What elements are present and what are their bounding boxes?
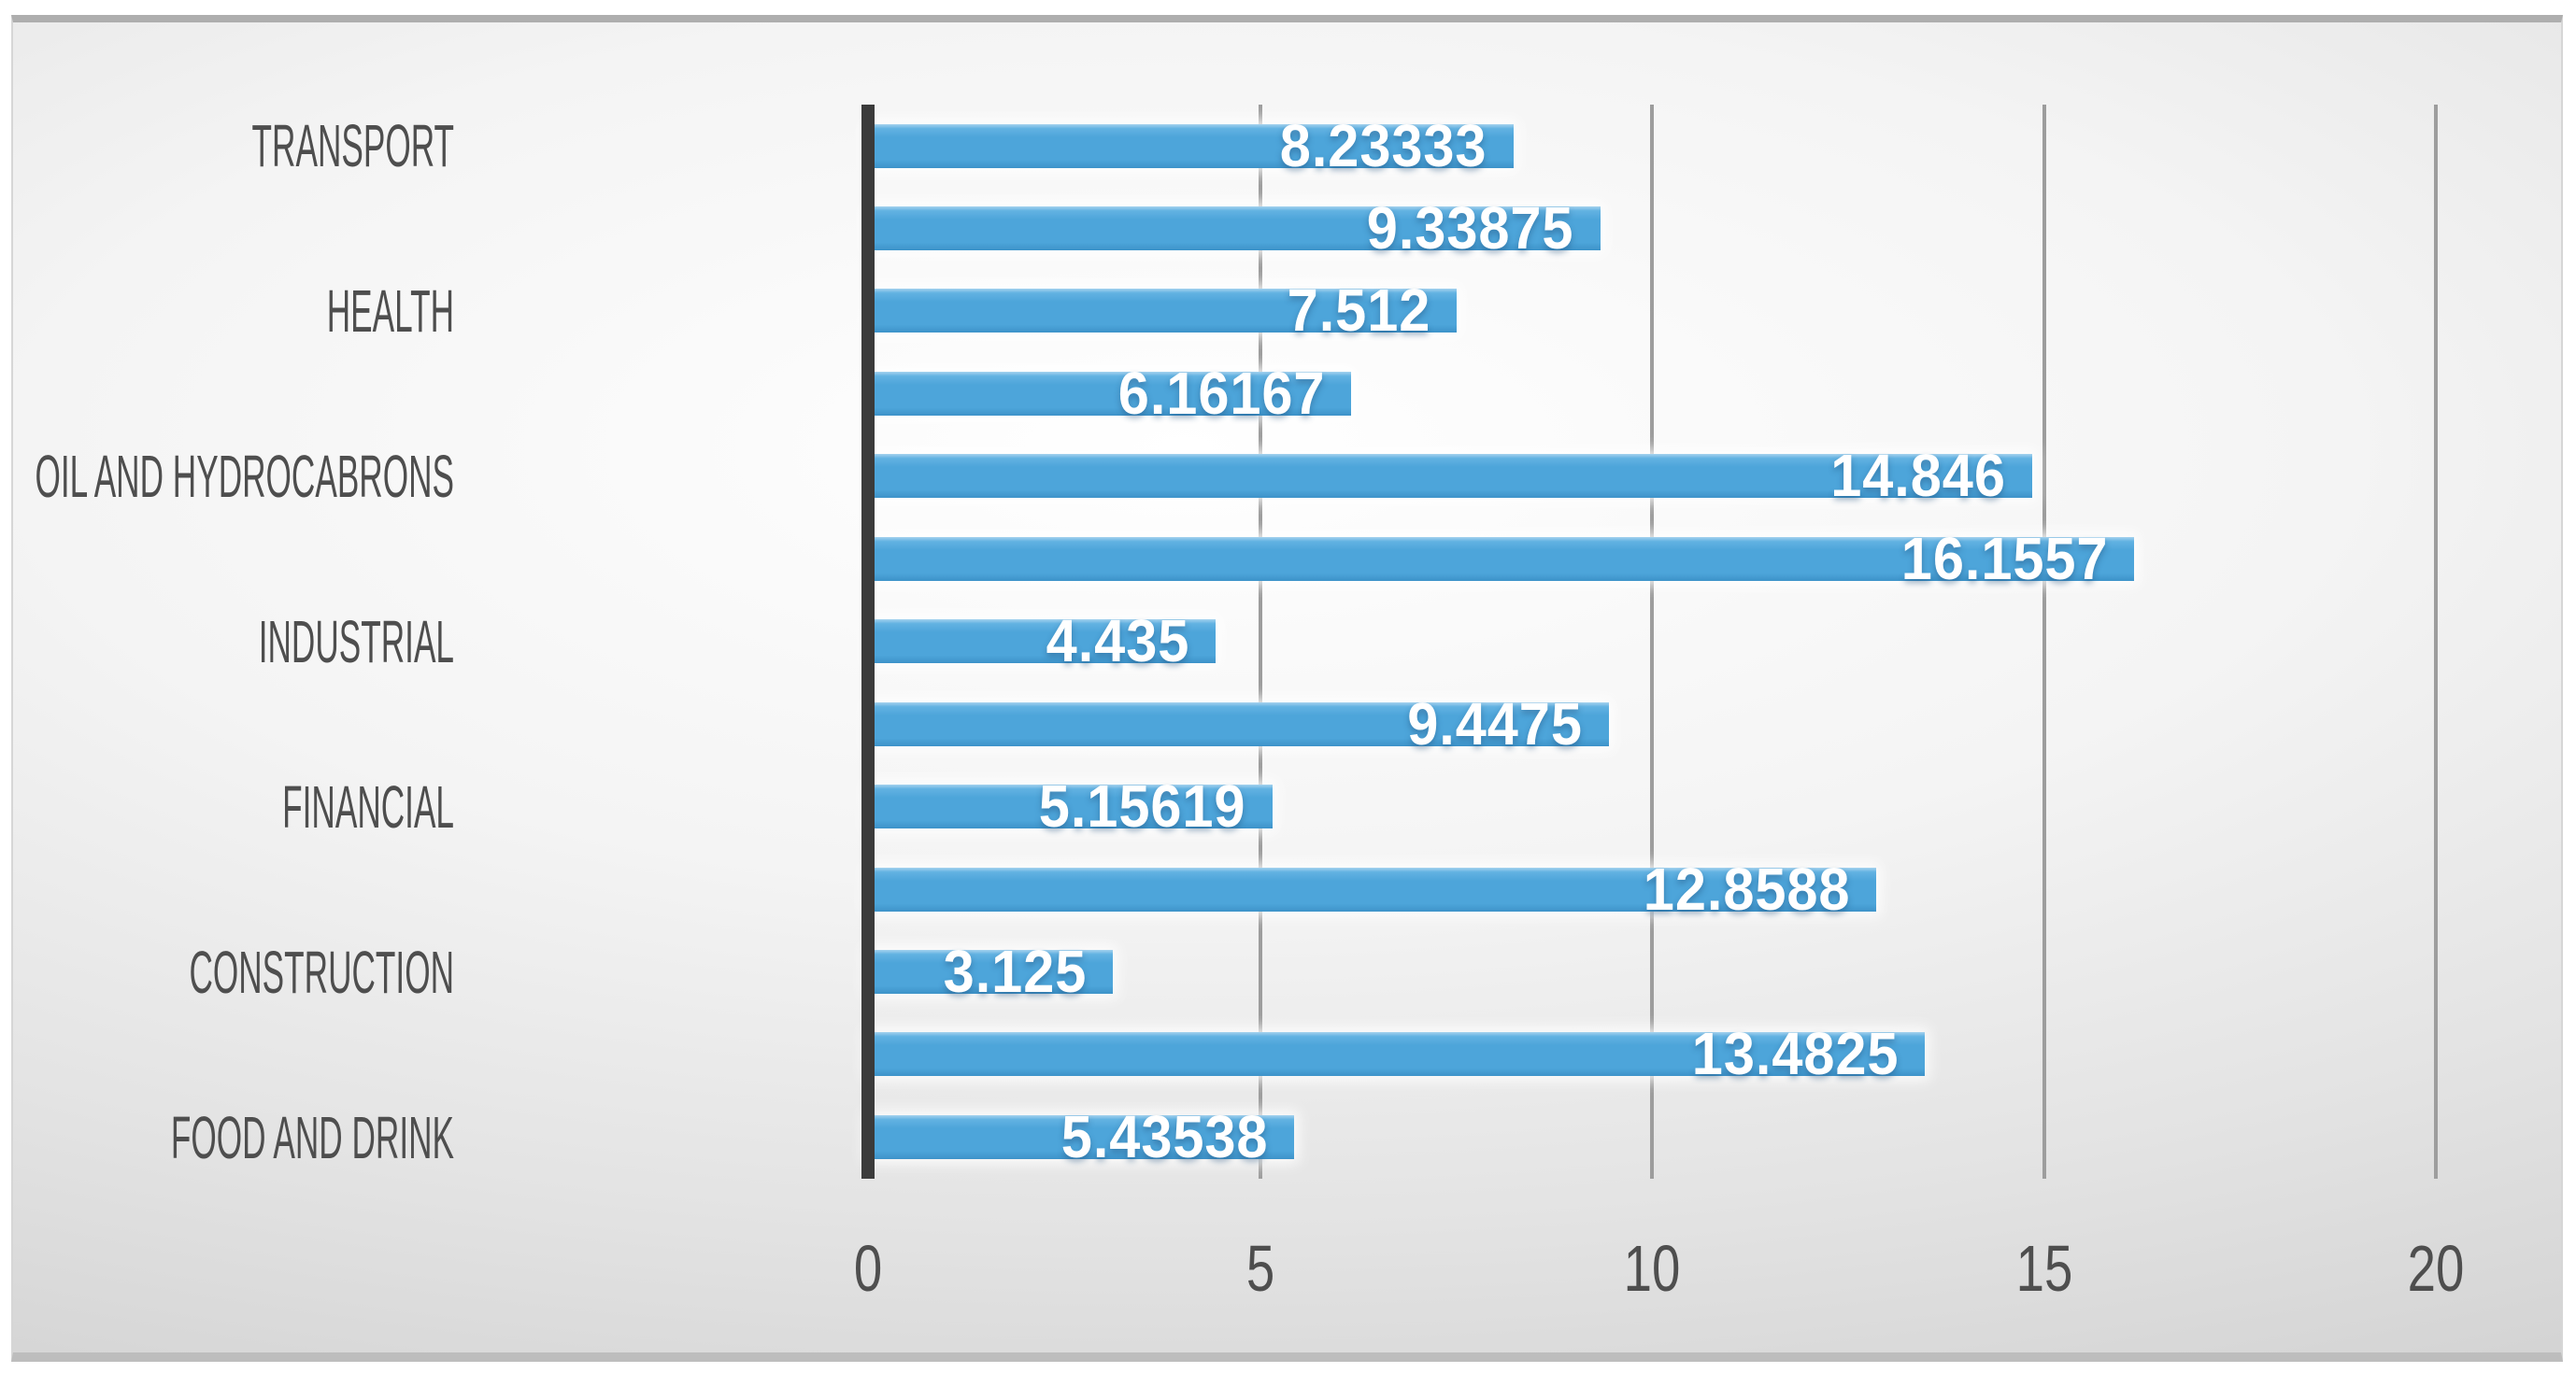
bar: 9.4475 — [868, 689, 1609, 757]
bar-row: 5.15619 — [868, 766, 2436, 848]
bar-row: 3.125 — [868, 931, 2436, 1013]
bar-value-label: 13.4825 — [1691, 1020, 1900, 1088]
bar-row: 9.33875 — [868, 187, 2436, 269]
value-axis-line — [861, 105, 875, 1179]
category-label: FINANCIAL — [282, 772, 454, 841]
bar-value-label: 6.16167 — [1117, 359, 1326, 427]
bar-value-label: 9.4475 — [1407, 689, 1583, 757]
plot-area: 8.23333 9.33875 7.512 6.16167 14.846 16.1557 4… — [861, 105, 2438, 1179]
gridline — [1650, 105, 1654, 1179]
bar-row: 5.43538 — [868, 1096, 2436, 1178]
bar: 4.435 — [868, 607, 1217, 675]
bar: 9.33875 — [868, 193, 1601, 262]
bar: 12.8588 — [868, 855, 1876, 923]
x-tick-label: 20 — [2407, 1232, 2465, 1305]
bar: 6.16167 — [868, 359, 1351, 427]
x-tick-label: 0 — [853, 1232, 883, 1305]
category-label: CONSTRUCTION — [189, 938, 454, 1006]
bar-value-label: 7.512 — [1287, 276, 1431, 345]
bar-row: 4.435 — [868, 601, 2436, 683]
bar: 13.4825 — [868, 1020, 1926, 1088]
bar-value-label: 8.23333 — [1280, 111, 1487, 179]
category-label: TRANSPORT — [251, 112, 454, 179]
bar-value-label: 5.15619 — [1039, 772, 1246, 841]
bar: 7.512 — [868, 276, 1458, 345]
bar-row: 7.512 — [868, 270, 2436, 352]
gridline — [2434, 105, 2438, 1179]
bar-series: 8.23333 9.33875 7.512 6.16167 14.846 16.1557 4… — [868, 105, 2436, 1179]
bar-row: 9.4475 — [868, 683, 2436, 765]
bar: 8.23333 — [868, 111, 1514, 179]
bar-value-label: 16.1557 — [1900, 524, 2109, 592]
x-tick-label: 10 — [1623, 1232, 1681, 1305]
bar-value-label: 9.33875 — [1366, 193, 1574, 262]
category-label: FOOD AND DRINK — [170, 1103, 454, 1171]
gridline — [1258, 105, 1262, 1179]
bar: 5.15619 — [868, 772, 1273, 841]
bar: 5.43538 — [868, 1102, 1295, 1170]
bar-row: 8.23333 — [868, 105, 2436, 187]
x-tick-label: 15 — [2015, 1232, 2072, 1305]
bar-value-label: 3.125 — [943, 938, 1088, 1006]
bar-value-label: 14.846 — [1830, 442, 2006, 510]
bar-row: 12.8588 — [868, 848, 2436, 930]
bar-value-label: 5.43538 — [1060, 1102, 1269, 1170]
bar: 16.1557 — [868, 524, 2135, 592]
bar: 14.846 — [868, 442, 2032, 510]
bar-row: 16.1557 — [868, 517, 2436, 600]
category-label: OIL AND HYDROCABRONS — [35, 442, 455, 510]
category-label: INDUSTRIAL — [258, 607, 454, 675]
bar-row: 13.4825 — [868, 1013, 2436, 1096]
bar-value-label: 4.435 — [1046, 607, 1190, 675]
bar-value-label: 12.8588 — [1643, 855, 1850, 923]
gridline — [2042, 105, 2046, 1179]
category-label: HEALTH — [326, 276, 454, 345]
bar: 3.125 — [868, 938, 1114, 1006]
x-tick-label: 5 — [1245, 1232, 1274, 1305]
bar-row: 14.846 — [868, 435, 2436, 517]
category-axis: TRANSPORT HEALTH OIL AND HYDROCABRONS INDUS… — [0, 105, 454, 1179]
bar-row: 6.16167 — [868, 352, 2436, 434]
